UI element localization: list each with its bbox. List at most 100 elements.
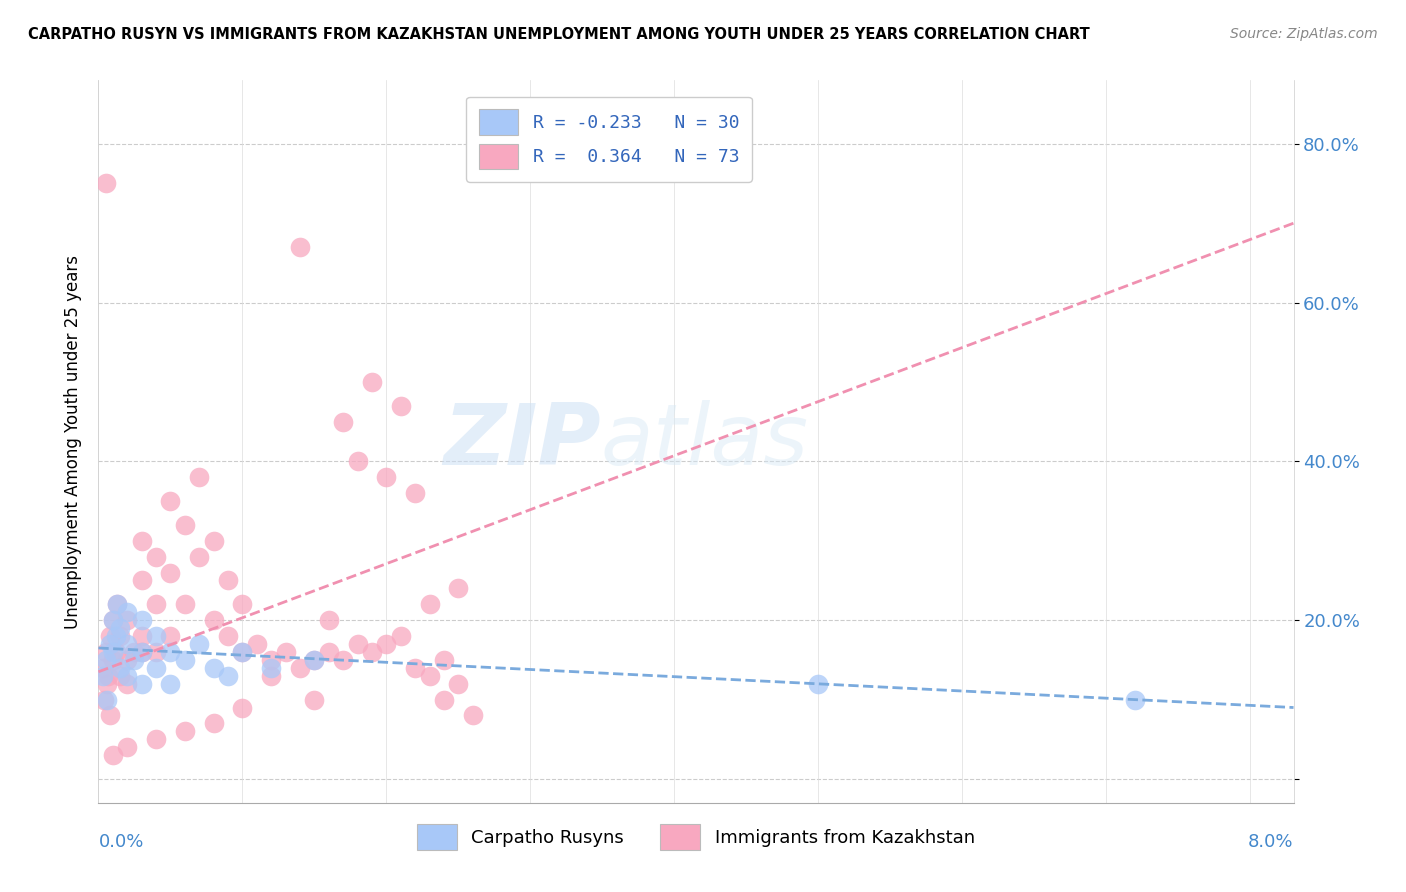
Point xyxy=(318,613,340,627)
Point xyxy=(145,549,167,564)
Point xyxy=(101,645,124,659)
Point xyxy=(101,748,124,763)
Point xyxy=(145,732,167,747)
Point xyxy=(217,629,239,643)
Point xyxy=(389,629,412,643)
Point xyxy=(202,661,225,675)
Point xyxy=(131,676,153,690)
Point xyxy=(145,597,167,611)
Point xyxy=(346,637,368,651)
Point xyxy=(124,653,146,667)
Point xyxy=(461,708,484,723)
Point xyxy=(361,375,384,389)
Point xyxy=(318,645,340,659)
Point xyxy=(93,692,115,706)
Point xyxy=(105,597,128,611)
Point xyxy=(1123,692,1146,706)
Point xyxy=(145,629,167,643)
Point xyxy=(115,676,138,690)
Point xyxy=(159,676,181,690)
Point xyxy=(131,629,153,643)
Point xyxy=(807,676,830,690)
Point xyxy=(96,676,118,690)
Point xyxy=(94,653,117,667)
Point xyxy=(217,574,239,588)
Point xyxy=(447,676,470,690)
Point xyxy=(304,653,326,667)
Point xyxy=(231,645,253,659)
Point xyxy=(173,517,195,532)
Point xyxy=(108,661,131,675)
Text: 0.0%: 0.0% xyxy=(98,833,143,851)
Point xyxy=(260,669,283,683)
Text: Source: ZipAtlas.com: Source: ZipAtlas.com xyxy=(1230,27,1378,41)
Point xyxy=(188,470,211,484)
Point xyxy=(105,597,128,611)
Point xyxy=(159,629,181,643)
Point xyxy=(94,177,117,191)
Point xyxy=(202,613,225,627)
Point xyxy=(101,653,124,667)
Point xyxy=(433,653,456,667)
Point xyxy=(131,613,153,627)
Text: ZIP: ZIP xyxy=(443,400,600,483)
Point xyxy=(217,669,239,683)
Point xyxy=(115,669,138,683)
Point xyxy=(447,582,470,596)
Point xyxy=(419,597,441,611)
Point xyxy=(98,637,121,651)
Point xyxy=(288,661,311,675)
Point xyxy=(115,740,138,755)
Point xyxy=(173,724,195,739)
Point xyxy=(108,669,131,683)
Point xyxy=(202,533,225,548)
Point xyxy=(375,470,398,484)
Point xyxy=(108,629,131,643)
Point xyxy=(98,708,121,723)
Point xyxy=(404,486,426,500)
Point xyxy=(104,645,127,659)
Y-axis label: Unemployment Among Youth under 25 years: Unemployment Among Youth under 25 years xyxy=(63,254,82,629)
Point xyxy=(91,669,114,683)
Point xyxy=(173,653,195,667)
Point xyxy=(304,692,326,706)
Point xyxy=(145,645,167,659)
Point xyxy=(115,637,138,651)
Text: atlas: atlas xyxy=(600,400,808,483)
Point xyxy=(91,661,114,675)
Point xyxy=(96,692,118,706)
Point xyxy=(389,399,412,413)
Legend: Carpatho Rusyns, Immigrants from Kazakhstan: Carpatho Rusyns, Immigrants from Kazakhs… xyxy=(408,815,984,859)
Point xyxy=(188,637,211,651)
Point xyxy=(332,653,354,667)
Point xyxy=(124,645,146,659)
Point xyxy=(202,716,225,731)
Point xyxy=(98,629,121,643)
Text: CARPATHO RUSYN VS IMMIGRANTS FROM KAZAKHSTAN UNEMPLOYMENT AMONG YOUTH UNDER 25 Y: CARPATHO RUSYN VS IMMIGRANTS FROM KAZAKH… xyxy=(28,27,1090,42)
Point xyxy=(94,645,117,659)
Point xyxy=(332,415,354,429)
Point xyxy=(104,629,127,643)
Point xyxy=(433,692,456,706)
Point xyxy=(131,645,153,659)
Point xyxy=(246,637,269,651)
Point xyxy=(231,645,253,659)
Point xyxy=(260,653,283,667)
Point xyxy=(131,574,153,588)
Point xyxy=(101,613,124,627)
Point xyxy=(274,645,297,659)
Point xyxy=(260,661,283,675)
Point xyxy=(131,533,153,548)
Text: 8.0%: 8.0% xyxy=(1249,833,1294,851)
Point xyxy=(131,645,153,659)
Point xyxy=(115,653,138,667)
Point xyxy=(159,645,181,659)
Point xyxy=(419,669,441,683)
Point xyxy=(346,454,368,468)
Point xyxy=(231,597,253,611)
Point xyxy=(115,605,138,619)
Point xyxy=(304,653,326,667)
Point xyxy=(288,240,311,254)
Point xyxy=(231,700,253,714)
Point xyxy=(97,669,120,683)
